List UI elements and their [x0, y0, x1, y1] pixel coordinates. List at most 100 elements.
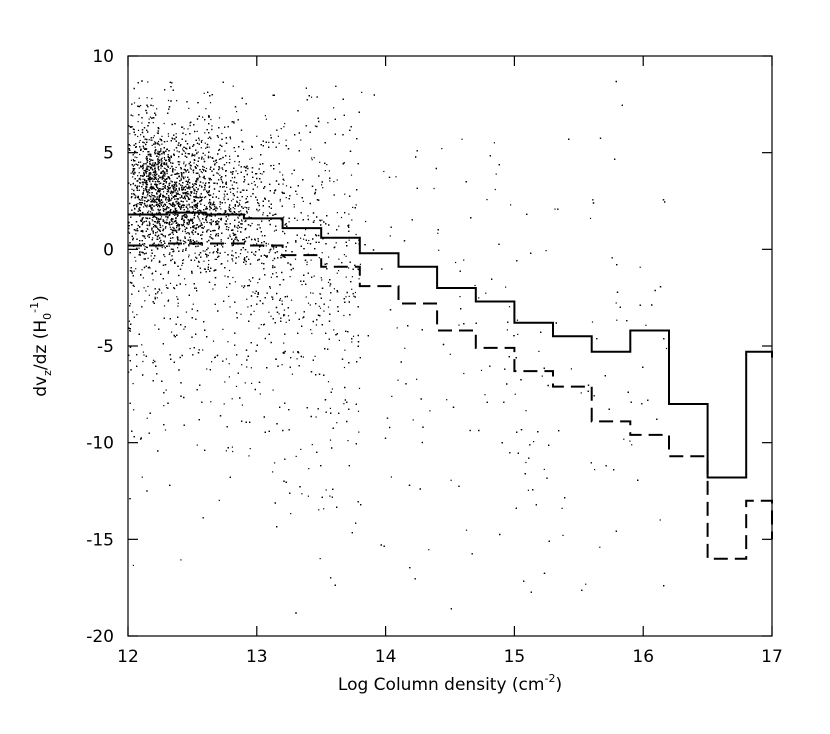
scatter-point	[229, 138, 232, 140]
scatter-point	[188, 233, 190, 235]
scatter-point	[310, 148, 312, 150]
scatter-point	[293, 206, 295, 208]
scatter-point	[433, 187, 435, 190]
scatter-point	[320, 277, 322, 279]
scatter-point	[237, 227, 239, 229]
scatter-point	[186, 183, 188, 186]
scatter-point	[279, 200, 281, 202]
scatter-point	[137, 135, 139, 138]
scatter-point	[238, 256, 240, 258]
scatter-point	[412, 419, 414, 421]
scatter-point	[211, 221, 213, 223]
scatter-point	[246, 196, 248, 198]
scatter-point	[201, 185, 203, 187]
scatter-point	[228, 210, 231, 212]
scatter-point	[397, 379, 399, 381]
scatter-point	[543, 468, 545, 470]
scatter-point	[177, 247, 179, 249]
scatter-point	[209, 185, 211, 187]
scatter-point	[284, 314, 286, 316]
scatter-point	[194, 208, 196, 210]
scatter-point	[193, 184, 195, 186]
scatter-point	[128, 371, 130, 373]
scatter-point	[247, 251, 249, 253]
scatter-point	[308, 468, 310, 470]
scatter-point	[273, 230, 276, 232]
scatter-point	[142, 150, 144, 153]
scatter-point	[240, 313, 242, 315]
scatter-point	[301, 284, 303, 286]
scatter-point	[259, 393, 261, 395]
scatter-point	[151, 177, 153, 179]
scatter-point	[237, 173, 239, 175]
scatter-point	[177, 302, 179, 304]
scatter-point	[183, 128, 185, 130]
scatter-point	[139, 153, 141, 156]
scatter-point	[162, 204, 164, 206]
scatter-point	[206, 229, 208, 231]
scatter-point	[241, 404, 243, 406]
scatter-point	[224, 150, 226, 152]
scatter-point	[193, 196, 195, 198]
scatter-point	[202, 182, 204, 184]
scatter-point	[157, 140, 160, 143]
scatter-point	[348, 213, 350, 215]
scatter-point	[193, 162, 195, 164]
scatter-point	[145, 157, 147, 159]
scatter-point	[148, 118, 150, 120]
scatter-point	[244, 202, 247, 204]
scatter-point	[224, 223, 226, 226]
scatter-point	[145, 290, 147, 292]
scatter-point	[164, 227, 167, 229]
scatter-point	[313, 220, 315, 222]
scatter-point	[335, 242, 337, 244]
scatter-point	[184, 165, 186, 167]
scatter-point	[147, 257, 149, 259]
scatter-point	[167, 216, 169, 218]
scatter-point	[142, 360, 144, 363]
scatter-point	[293, 204, 295, 206]
scatter-point	[300, 139, 302, 141]
scatter-point	[132, 165, 134, 167]
scatter-point	[152, 105, 154, 107]
scatter-point	[137, 175, 139, 177]
scatter-point	[296, 193, 298, 195]
scatter-point	[232, 276, 234, 279]
scatter-point	[152, 223, 154, 225]
scatter-point	[358, 278, 360, 280]
scatter-point	[465, 529, 468, 531]
scatter-point	[187, 191, 189, 193]
scatter-point	[171, 174, 173, 176]
scatter-point	[561, 507, 563, 509]
scatter-point	[459, 296, 461, 298]
scatter-point	[146, 170, 148, 172]
scatter-point	[244, 206, 246, 208]
scatter-point	[262, 214, 264, 216]
scatter-point	[141, 251, 143, 253]
scatter-point	[344, 193, 346, 195]
scatter-point	[152, 137, 154, 139]
scatter-point	[152, 159, 154, 161]
scatter-point	[562, 534, 564, 536]
scatter-point	[254, 292, 256, 294]
scatter-point	[211, 204, 213, 206]
scatter-point	[167, 213, 169, 215]
scatter-point	[251, 382, 253, 384]
scatter-point	[505, 286, 507, 288]
scatter-point	[135, 268, 137, 270]
scatter-point	[142, 184, 144, 186]
scatter-point	[331, 388, 333, 390]
scatter-point	[233, 122, 235, 124]
scatter-point	[183, 163, 185, 165]
scatter-point	[203, 260, 205, 262]
scatter-point	[164, 168, 167, 170]
scatter-point	[181, 264, 183, 266]
scatter-point	[232, 85, 234, 87]
scatter-point	[171, 170, 174, 172]
scatter-point	[149, 205, 151, 207]
scatter-point	[139, 251, 141, 253]
scatter-point	[179, 228, 181, 230]
scatter-point	[143, 236, 145, 238]
scatter-point	[148, 210, 150, 212]
